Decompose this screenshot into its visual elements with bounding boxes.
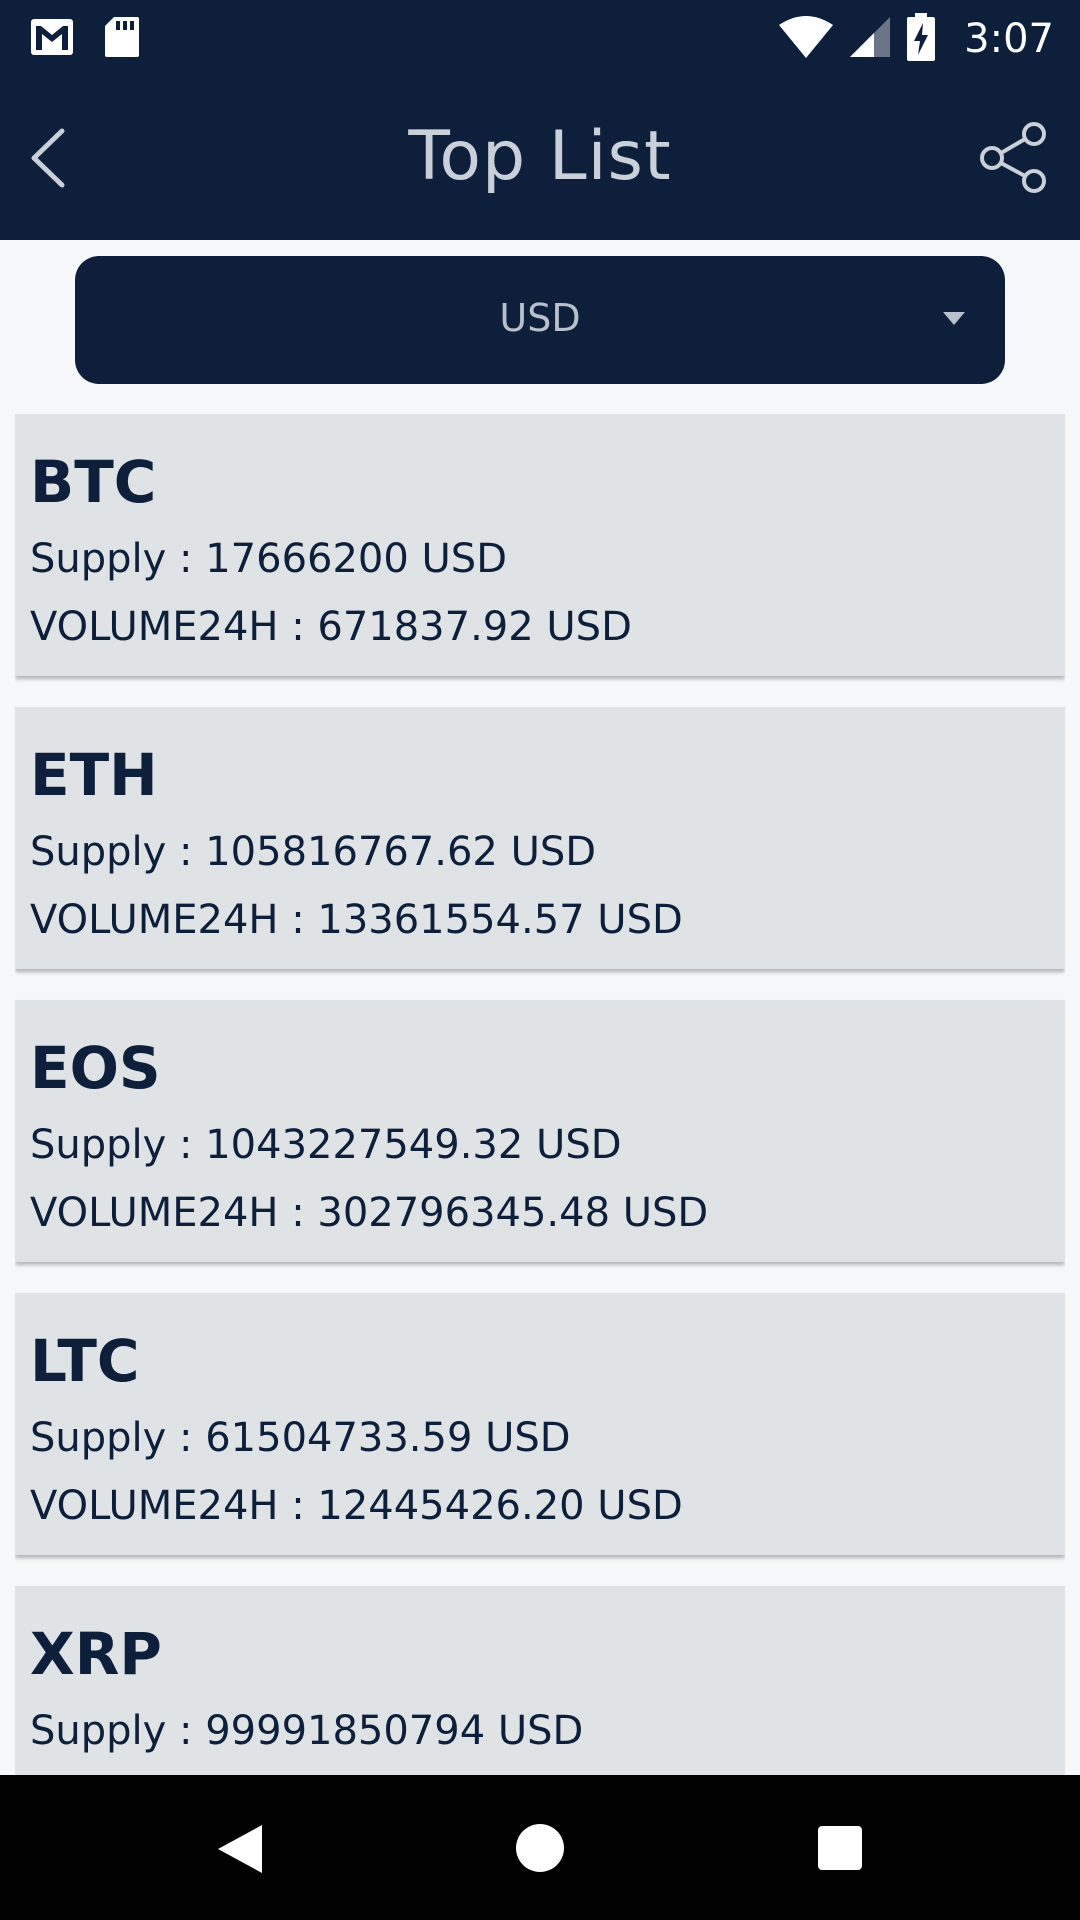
back-button[interactable]: [22, 123, 92, 193]
coin-volume: VOLUME24H : 13361554.57 USD: [30, 897, 683, 943]
coin-card[interactable]: LTC Supply : 61504733.59 USD VOLUME24H :…: [15, 1293, 1065, 1555]
status-bar: 3:07: [0, 0, 1080, 75]
battery-charging-icon: [906, 12, 936, 66]
coin-card[interactable]: BTC Supply : 17666200 USD VOLUME24H : 67…: [15, 414, 1065, 676]
coin-supply: Supply : 99991850794 USD: [30, 1708, 584, 1754]
coin-card[interactable]: XRP Supply : 99991850794 USD: [15, 1586, 1065, 1775]
gmail-icon: [30, 18, 74, 60]
dropdown-caret-icon: [943, 312, 965, 325]
system-nav-bar: [0, 1775, 1080, 1920]
status-left: [30, 16, 140, 62]
coin-supply: Supply : 1043227549.32 USD: [30, 1122, 622, 1168]
nav-back-icon[interactable]: [218, 1825, 262, 1873]
share-button[interactable]: [978, 120, 1058, 195]
sd-card-icon: [104, 16, 140, 62]
coin-volume: VOLUME24H : 671837.92 USD: [30, 604, 632, 650]
coin-volume: VOLUME24H : 302796345.48 USD: [30, 1190, 709, 1236]
signal-icon: [848, 15, 892, 63]
coin-card[interactable]: EOS Supply : 1043227549.32 USD VOLUME24H…: [15, 1000, 1065, 1262]
clock: 3:07: [964, 16, 1054, 62]
nav-recents-icon[interactable]: [818, 1826, 862, 1870]
chevron-left-icon: [22, 128, 92, 197]
coin-volume: VOLUME24H : 12445426.20 USD: [30, 1483, 683, 1529]
currency-dropdown[interactable]: USD: [75, 256, 1005, 384]
share-icon: [978, 122, 1058, 199]
currency-selected-value: USD: [499, 296, 581, 340]
coin-supply: Supply : 17666200 USD: [30, 536, 507, 582]
coin-symbol: ETH: [30, 741, 158, 809]
coin-supply: Supply : 105816767.62 USD: [30, 829, 597, 875]
app-bar: Top List: [0, 75, 1080, 240]
page-title: Top List: [408, 117, 672, 196]
wifi-icon: [778, 15, 834, 63]
nav-home-icon[interactable]: [516, 1824, 564, 1872]
status-right: 3:07: [778, 12, 1054, 66]
coin-symbol: EOS: [30, 1034, 161, 1102]
coin-symbol: XRP: [30, 1620, 162, 1688]
coin-symbol: LTC: [30, 1327, 140, 1395]
coin-symbol: BTC: [30, 448, 157, 516]
coin-list[interactable]: BTC Supply : 17666200 USD VOLUME24H : 67…: [15, 414, 1065, 1775]
coin-supply: Supply : 61504733.59 USD: [30, 1415, 571, 1461]
coin-card[interactable]: ETH Supply : 105816767.62 USD VOLUME24H …: [15, 707, 1065, 969]
